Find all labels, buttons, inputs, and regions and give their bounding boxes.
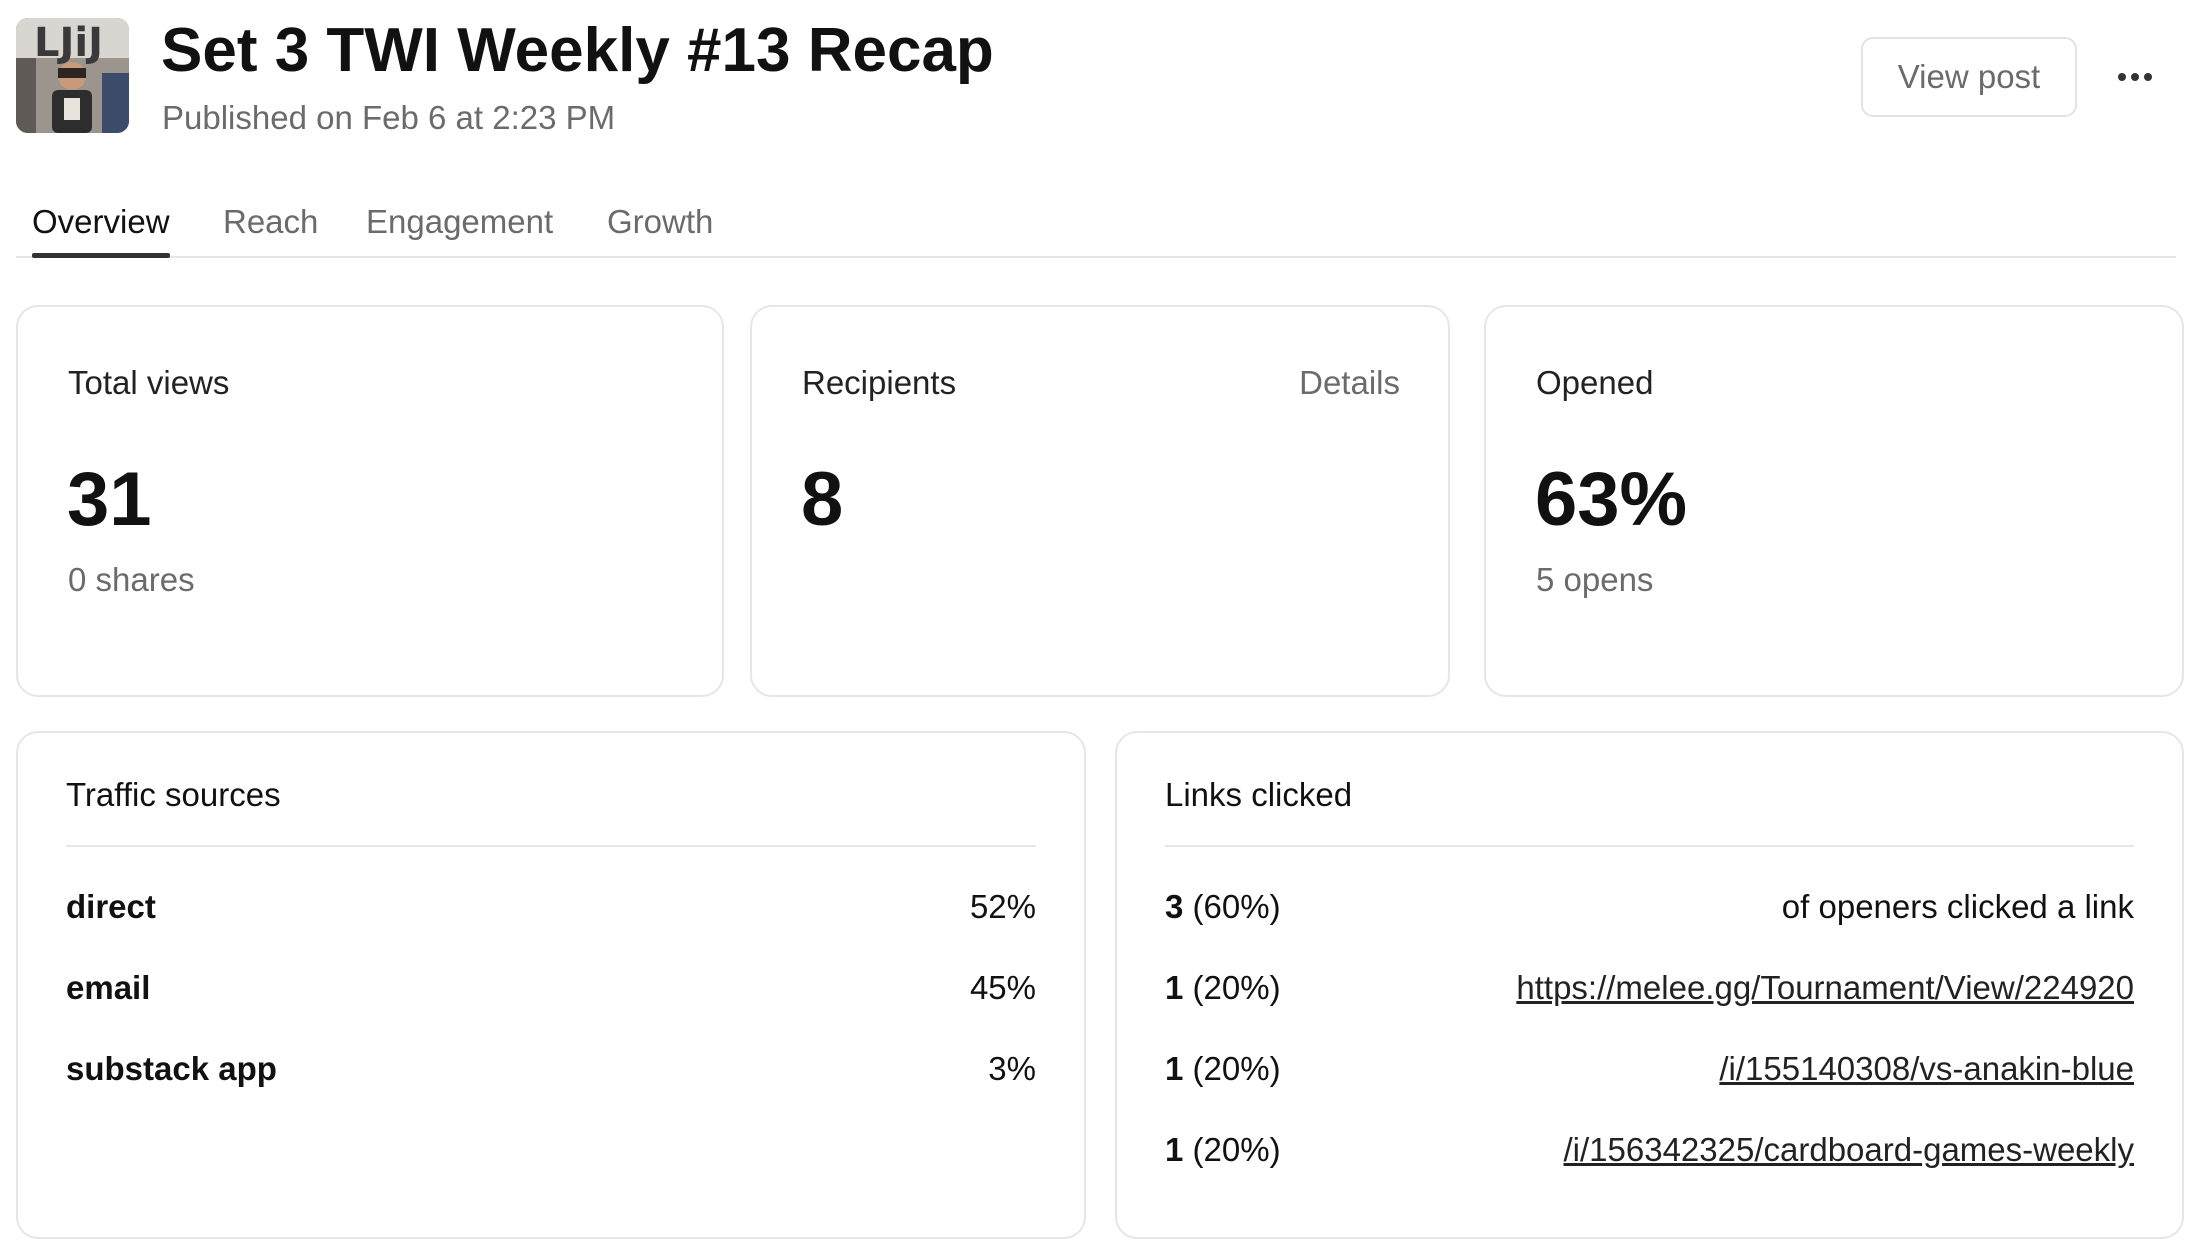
link-click-count: 1 (20%) (1165, 1050, 1281, 1088)
link-url[interactable]: /i/155140308/vs-anakin-blue (1719, 1050, 2134, 1087)
tab-overview[interactable]: Overview (32, 198, 170, 258)
traffic-source-percent: 52% (969, 888, 1036, 925)
more-horizontal-icon (2118, 73, 2152, 81)
opened-card: Opened 63% 5 opens (1484, 305, 2184, 697)
traffic-sources-card: Traffic sources direct 52% email 45% sub… (16, 731, 1086, 1239)
link-row: 1 (20%) https://melee.gg/Tournament/View… (1165, 958, 2134, 1018)
published-date: Published on Feb 6 at 2:23 PM (162, 99, 616, 136)
traffic-source-name: email (66, 969, 151, 1006)
recipients-value: 8 (801, 457, 844, 542)
svg-text:LJiJ: LJiJ (34, 20, 103, 66)
more-options-button[interactable] (2110, 52, 2160, 102)
recipients-label: Recipients (802, 364, 957, 401)
traffic-source-row: email 45% (66, 958, 1036, 1018)
total-views-value: 31 (67, 457, 152, 542)
link-url[interactable]: /i/156342325/cardboard-games-weekly (1563, 1131, 2134, 1168)
view-post-button[interactable]: View post (1861, 37, 2077, 117)
total-views-card: Total views 31 0 shares (16, 305, 724, 697)
links-summary-count: 3 (60%) (1165, 888, 1281, 926)
tab-engagement[interactable]: Engagement (366, 203, 554, 240)
divider (66, 845, 1036, 847)
links-summary-row: 3 (60%) of openers clicked a link (1165, 877, 2134, 937)
link-click-count: 1 (20%) (1165, 1131, 1281, 1169)
post-title: Set 3 TWI Weekly #13 Recap (161, 16, 994, 85)
opened-label: Opened (1536, 364, 1654, 401)
traffic-source-row: direct 52% (66, 877, 1036, 937)
link-row: 1 (20%) /i/156342325/cardboard-games-wee… (1165, 1120, 2134, 1180)
total-views-label: Total views (68, 364, 230, 401)
post-thumbnail: LJiJ (16, 18, 129, 133)
recipients-card: Recipients Details 8 (750, 305, 1450, 697)
shares-count: 0 shares (68, 561, 195, 598)
recipients-details-link[interactable]: Details (1299, 364, 1400, 401)
links-summary-text: of openers clicked a link (1781, 888, 2134, 925)
link-url[interactable]: https://melee.gg/Tournament/View/224920 (1516, 969, 2134, 1006)
tab-growth[interactable]: Growth (607, 203, 714, 240)
link-row: 1 (20%) /i/155140308/vs-anakin-blue (1165, 1039, 2134, 1099)
post-thumbnail-image: LJiJ (16, 18, 129, 133)
traffic-source-row: substack app 3% (66, 1039, 1036, 1099)
clicker-percent: (60%) (1183, 888, 1281, 925)
link-percent: (20%) (1183, 969, 1281, 1006)
link-count: 1 (1165, 1050, 1184, 1087)
link-percent: (20%) (1183, 1131, 1281, 1168)
link-click-count: 1 (20%) (1165, 969, 1281, 1007)
tab-bar: Overview Reach Engagement Growth (16, 198, 2176, 258)
traffic-source-percent: 45% (969, 969, 1036, 1006)
clicker-count: 3 (1165, 888, 1184, 925)
links-clicked-card: Links clicked 3 (60%) of openers clicked… (1115, 731, 2184, 1239)
traffic-sources-title: Traffic sources (66, 776, 281, 813)
link-percent: (20%) (1183, 1050, 1281, 1087)
divider (1165, 845, 2134, 847)
tab-reach[interactable]: Reach (223, 203, 319, 240)
traffic-source-name: direct (66, 888, 156, 925)
opens-count: 5 opens (1536, 561, 1654, 598)
link-count: 1 (1165, 1131, 1184, 1168)
link-count: 1 (1165, 969, 1184, 1006)
traffic-source-name: substack app (66, 1050, 277, 1087)
opened-value: 63% (1535, 457, 1688, 542)
traffic-source-percent: 3% (988, 1050, 1036, 1087)
links-clicked-title: Links clicked (1165, 776, 1353, 813)
